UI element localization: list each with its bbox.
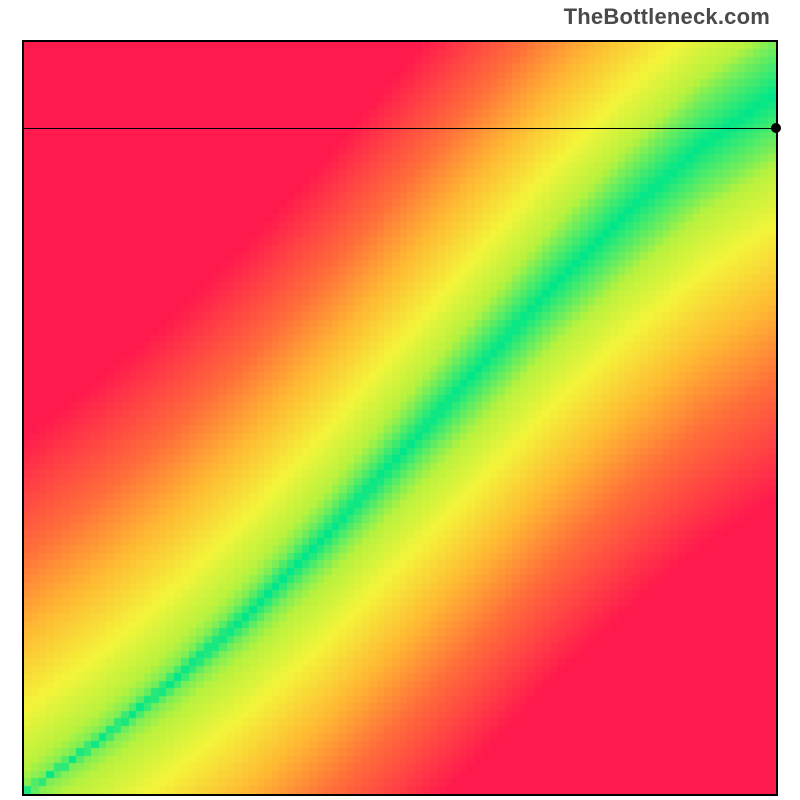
reference-line <box>24 128 776 129</box>
attribution-label: TheBottleneck.com <box>564 4 770 30</box>
bottleneck-heatmap <box>24 42 776 794</box>
data-point-marker <box>771 123 781 133</box>
plot-frame <box>22 40 778 796</box>
